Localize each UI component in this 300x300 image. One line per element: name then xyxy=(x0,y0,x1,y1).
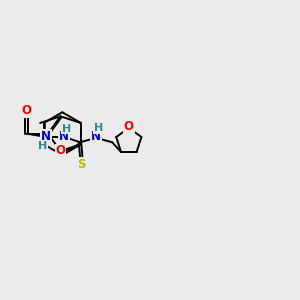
Text: H: H xyxy=(38,141,47,151)
Text: H: H xyxy=(62,124,72,134)
Text: N: N xyxy=(41,130,51,143)
Text: N: N xyxy=(59,130,69,143)
Text: S: S xyxy=(77,158,86,171)
Text: H: H xyxy=(94,123,103,133)
Text: O: O xyxy=(124,120,134,133)
Text: N: N xyxy=(91,130,101,143)
Text: O: O xyxy=(56,145,65,158)
Text: O: O xyxy=(22,104,32,117)
